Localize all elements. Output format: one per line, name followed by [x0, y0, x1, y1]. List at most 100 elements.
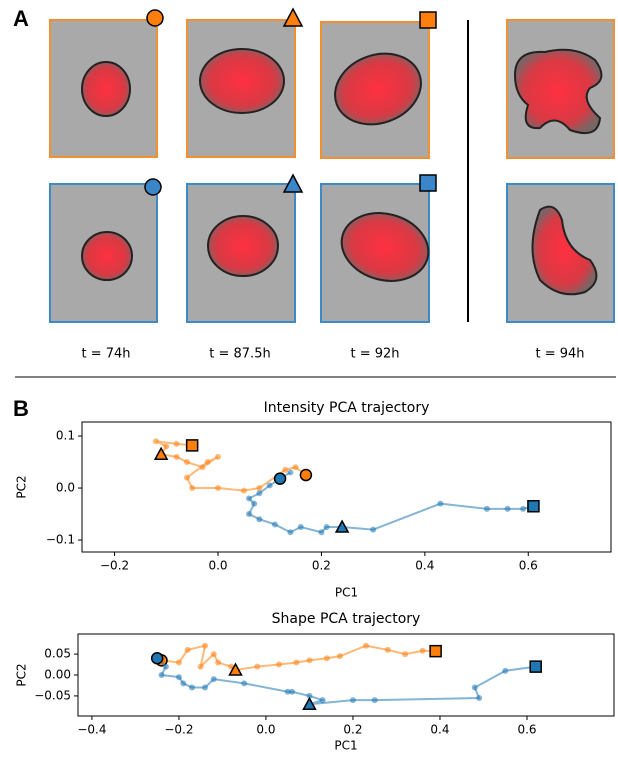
series [150, 652, 542, 711]
x-tick-label: 0.2 [312, 559, 331, 573]
key-point [228, 662, 243, 676]
point [175, 659, 182, 666]
point [158, 672, 165, 678]
point [199, 464, 206, 471]
key-point [153, 446, 169, 460]
point [240, 487, 247, 494]
point [363, 642, 370, 649]
x-tick-label: 0.4 [430, 723, 449, 737]
key-point [273, 472, 287, 485]
point [256, 485, 263, 492]
y-tick-label: −0.1 [46, 533, 75, 547]
x-tick-label: 0.4 [415, 559, 434, 573]
plot-frame [81, 421, 612, 553]
point [241, 680, 248, 687]
point [336, 653, 343, 660]
point [284, 688, 291, 695]
point [183, 459, 190, 466]
point [180, 680, 187, 687]
y-axis-label: PC2 [15, 475, 29, 498]
point [384, 646, 391, 653]
point [371, 697, 378, 704]
key-point [150, 652, 164, 665]
point [183, 474, 190, 481]
x-tick-label: 0.6 [517, 723, 536, 737]
y-tick-label: −0.05 [34, 688, 71, 702]
point [214, 485, 221, 492]
point [266, 482, 273, 489]
point [271, 521, 278, 528]
point [502, 667, 509, 674]
point [349, 697, 356, 704]
x-tick-label: 0.6 [519, 559, 538, 573]
point [323, 524, 330, 531]
point [323, 655, 330, 662]
point [306, 692, 313, 699]
y-tick-label: 0.05 [44, 647, 71, 661]
series [246, 469, 540, 536]
point [246, 511, 253, 518]
y-axis-label: PC2 [15, 663, 29, 686]
y-tick-label: 0.00 [44, 668, 71, 682]
point [471, 684, 478, 691]
point [256, 490, 263, 497]
point [152, 438, 159, 445]
point [520, 505, 527, 512]
point [318, 529, 325, 536]
point [184, 646, 191, 653]
key-point [529, 660, 542, 673]
key-point [334, 519, 350, 533]
point [437, 500, 444, 507]
point [476, 695, 483, 702]
y-tick-label: 0.1 [56, 429, 75, 443]
point [483, 505, 490, 512]
point [162, 663, 169, 670]
point [256, 516, 263, 523]
point [173, 440, 180, 447]
point [204, 459, 211, 466]
point [276, 661, 282, 668]
time-label: t = 94h [535, 347, 584, 362]
time-label: t = 74h [81, 347, 130, 362]
point [251, 500, 258, 507]
point [246, 495, 253, 502]
trajectory-line [161, 644, 436, 672]
x-tick-label: −0.2 [100, 559, 129, 573]
chart-title: Intensity PCA trajectory [264, 400, 430, 416]
point [306, 657, 313, 664]
point [163, 443, 170, 450]
key-point [185, 439, 199, 452]
x-axis-label: PC1 [335, 586, 358, 600]
panel-label: A [13, 6, 29, 31]
point [210, 651, 217, 658]
point [319, 697, 326, 704]
key-point [527, 499, 540, 513]
point [214, 453, 221, 460]
panel-label: B [13, 396, 29, 421]
point [282, 466, 289, 473]
series [155, 642, 442, 676]
point [175, 674, 182, 681]
point [419, 647, 426, 654]
point [197, 663, 204, 670]
point [287, 469, 294, 476]
x-tick-label: 0.0 [256, 723, 275, 737]
point [254, 663, 261, 670]
key-point [429, 644, 442, 658]
point [188, 684, 195, 691]
y-tick-label: 0.0 [56, 481, 75, 495]
trajectory-line [247, 471, 534, 534]
micrographs [15, 7, 616, 378]
key-point [299, 468, 313, 482]
point [293, 659, 300, 666]
point [215, 659, 222, 666]
x-tick-label: −0.4 [77, 723, 106, 737]
x-tick-label: −0.2 [164, 723, 193, 737]
time-label: t = 87.5h [209, 347, 270, 362]
point [173, 453, 180, 460]
x-tick-label: 0.0 [208, 559, 227, 573]
point [289, 688, 296, 695]
point [370, 526, 377, 533]
point [292, 464, 299, 471]
